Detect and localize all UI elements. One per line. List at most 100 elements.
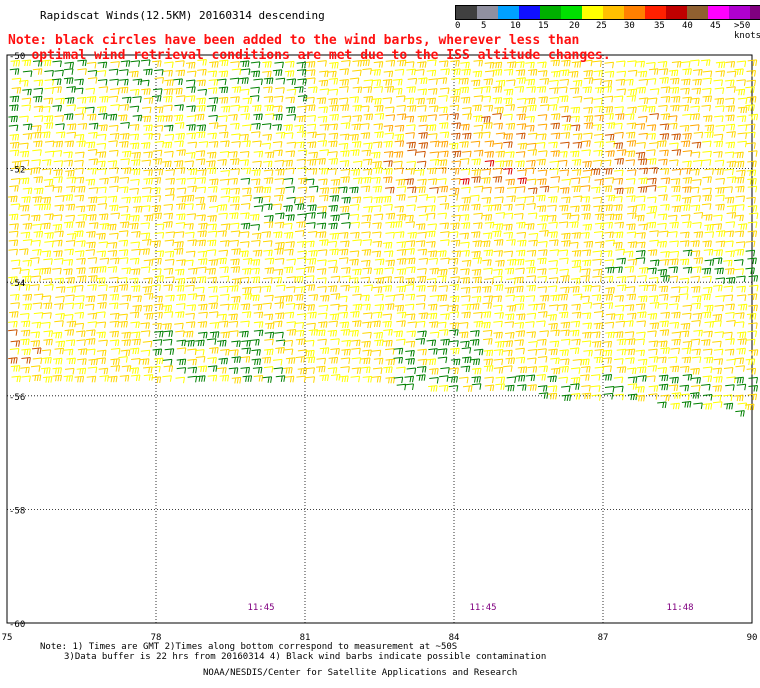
wind-barb <box>294 203 305 210</box>
wind-barb <box>405 340 416 348</box>
wind-barb <box>174 241 184 248</box>
wind-barb <box>712 223 723 230</box>
wind-barb <box>240 241 250 248</box>
wind-barb <box>636 204 646 211</box>
wind-barb <box>492 86 503 93</box>
wind-barb <box>374 304 385 311</box>
wind-barb <box>208 286 218 293</box>
wind-barb <box>240 88 250 96</box>
wind-barb <box>493 366 504 374</box>
wind-barb <box>263 96 274 103</box>
latitude-label: -50 <box>9 52 25 62</box>
wind-barb <box>242 124 252 131</box>
wind-barb <box>97 203 108 210</box>
wind-barb <box>393 356 403 364</box>
wind-barb <box>539 185 550 193</box>
wind-barb <box>570 377 581 384</box>
wind-barb <box>669 240 679 248</box>
wind-barb <box>99 223 110 230</box>
wind-barb <box>361 249 372 256</box>
wind-barb <box>207 374 218 382</box>
wind-barb <box>570 286 580 293</box>
wind-barb <box>362 267 372 274</box>
wind-barb <box>383 366 393 373</box>
wind-barb <box>616 366 627 373</box>
wind-barb <box>163 311 174 318</box>
wind-barb <box>207 365 218 372</box>
wind-barb <box>242 258 253 265</box>
wind-barb <box>537 257 547 265</box>
wind-barb <box>393 160 403 168</box>
wind-barb <box>460 222 471 229</box>
wind-barb <box>229 158 240 165</box>
wind-barb <box>383 70 394 78</box>
wind-barb <box>736 115 747 122</box>
wind-barb <box>493 142 503 150</box>
wind-barb <box>44 70 54 77</box>
wind-barb <box>747 221 758 228</box>
wind-barb <box>691 320 701 327</box>
wind-barb <box>109 293 120 301</box>
wind-barb <box>692 78 702 86</box>
wind-barb <box>614 385 624 393</box>
wind-barb <box>581 366 591 373</box>
wind-barb <box>547 104 558 111</box>
wind-barb <box>362 239 372 246</box>
wind-barb <box>429 295 440 302</box>
wind-barb <box>440 367 450 374</box>
wind-barb <box>525 124 535 132</box>
wind-barb <box>583 59 593 67</box>
wind-barb <box>415 320 426 328</box>
wind-barb <box>352 320 362 327</box>
wind-barb <box>305 356 316 364</box>
wind-barb <box>737 132 748 139</box>
wind-barb <box>55 97 65 105</box>
wind-barb <box>624 266 635 273</box>
wind-barb <box>372 240 383 248</box>
wind-barb <box>701 383 711 391</box>
wind-barb <box>229 285 239 292</box>
wind-barb <box>8 320 18 328</box>
wind-barb <box>207 230 218 238</box>
wind-barb <box>671 311 681 319</box>
wind-barb <box>107 242 118 249</box>
wind-barb <box>96 349 107 357</box>
wind-barb <box>274 312 285 319</box>
wind-barb <box>118 313 128 321</box>
wind-barb <box>153 295 163 303</box>
wind-barb <box>306 258 317 265</box>
wind-barb <box>186 213 197 220</box>
wind-barb <box>295 141 305 149</box>
wind-barb <box>713 133 724 141</box>
wind-barb <box>119 69 129 76</box>
wind-barb <box>165 276 175 283</box>
wind-barb <box>560 141 570 149</box>
wind-barb <box>140 205 151 212</box>
wind-barb <box>217 367 227 374</box>
wind-barb <box>657 401 667 409</box>
wind-barb <box>8 276 18 283</box>
wind-barb <box>473 59 483 67</box>
wind-barb <box>514 303 525 310</box>
wind-barb <box>646 62 656 69</box>
wind-barb <box>604 266 615 274</box>
wind-barb <box>207 132 217 140</box>
wind-barb <box>250 86 260 94</box>
wind-barb <box>460 123 470 131</box>
wind-barb <box>96 168 107 175</box>
wind-barb <box>514 339 524 346</box>
wind-barb <box>734 394 744 402</box>
wind-barb <box>261 356 272 364</box>
wind-barb <box>54 258 64 265</box>
wind-barb <box>537 385 548 392</box>
wind-barb <box>473 95 484 102</box>
wind-barb <box>525 295 536 302</box>
wind-barb <box>86 113 97 121</box>
wind-barb <box>361 303 371 311</box>
wind-barb <box>702 70 713 78</box>
wind-barb <box>682 374 693 381</box>
wind-barb <box>20 329 31 337</box>
wind-barb <box>637 105 647 112</box>
wind-barb <box>120 158 130 165</box>
wind-barb <box>647 158 657 165</box>
